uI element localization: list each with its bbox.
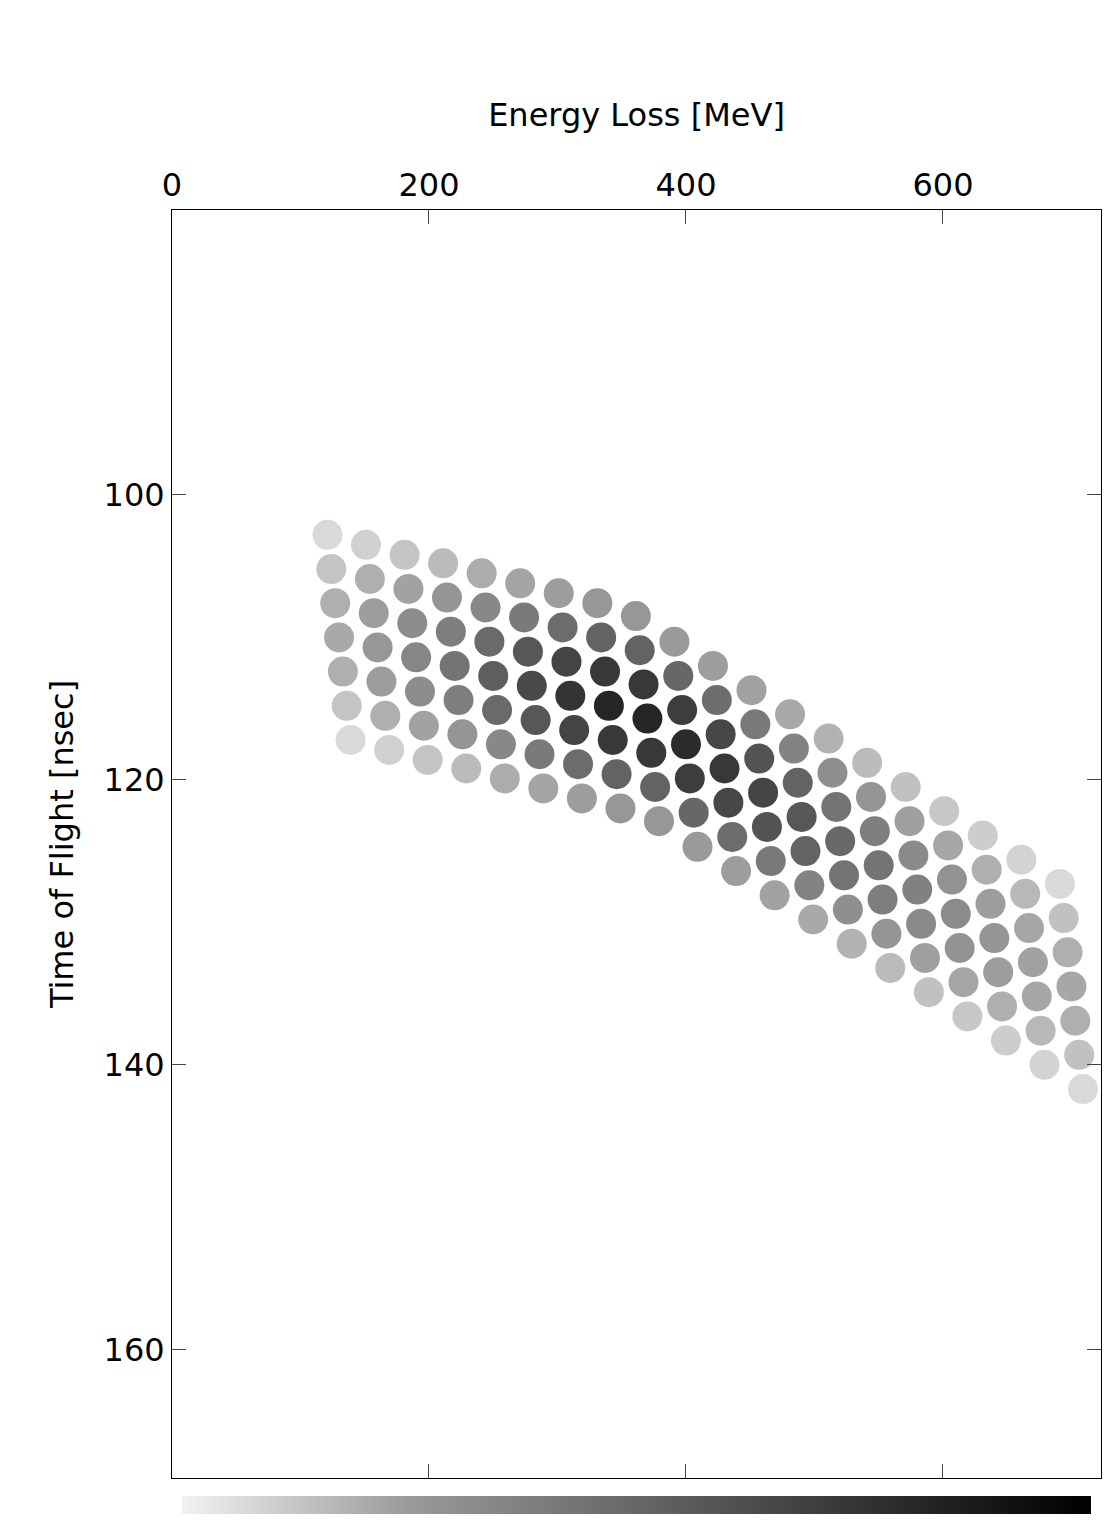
svg-text:100: 100 <box>104 476 165 514</box>
svg-text:200: 200 <box>398 166 459 204</box>
svg-text:120: 120 <box>104 761 165 799</box>
svg-text:Time of Flight [nsec]: Time of Flight [nsec] <box>43 680 81 1009</box>
svg-text:140: 140 <box>104 1046 165 1084</box>
svg-text:Energy Loss [MeV]: Energy Loss [MeV] <box>488 96 785 134</box>
svg-text:600: 600 <box>912 166 973 204</box>
svg-text:400: 400 <box>655 166 716 204</box>
svg-text:160: 160 <box>104 1331 165 1369</box>
svg-text:0: 0 <box>162 166 182 204</box>
